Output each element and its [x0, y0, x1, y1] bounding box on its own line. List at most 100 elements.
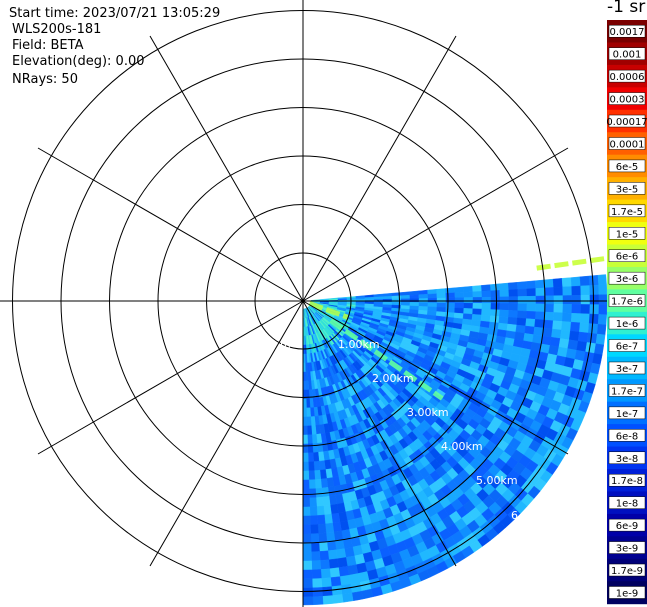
data-cell [310, 524, 319, 535]
data-cell [454, 297, 465, 304]
data-cell [302, 542, 312, 553]
azimuth-spoke [302, 300, 569, 455]
data-cell [552, 278, 563, 288]
data-cell [332, 594, 344, 604]
data-cell [561, 321, 572, 332]
data-cell [373, 296, 384, 300]
colorbar-label-box [608, 204, 646, 218]
data-cell [436, 293, 447, 299]
colorbar-label: 0.0001 [610, 139, 645, 150]
data-cell [312, 451, 320, 462]
data-cell [311, 551, 321, 562]
data-cell [305, 380, 310, 391]
colorbar-label-box [608, 451, 646, 465]
data-cell [302, 398, 307, 409]
data-cell [315, 487, 323, 498]
data-cell [535, 287, 546, 297]
data-cell [580, 304, 591, 315]
colorbar-label-box [608, 69, 646, 83]
data-cell [310, 533, 320, 544]
data-cell [327, 549, 338, 560]
start-time-label: Start time: 2023/07/21 13:05:29 [9, 6, 221, 21]
colorbar-label-box [608, 563, 646, 577]
data-cell [553, 295, 564, 305]
data-cell [309, 515, 319, 526]
data-cell [324, 513, 333, 525]
data-cell [418, 289, 429, 295]
field-label: Field: BETA [12, 38, 84, 53]
data-cell [577, 331, 589, 343]
data-cell [562, 295, 573, 305]
data-cell [463, 302, 474, 309]
data-cell [561, 312, 572, 323]
data-cell [311, 578, 323, 589]
data-cell [302, 497, 311, 508]
data-cell [382, 295, 393, 300]
range-label: 6 [511, 509, 518, 522]
data-cell [472, 302, 483, 310]
colorbar: 0.0017 0.001 0.0006 0.0003 0.00017 0.0001 6e-5… [606, 20, 647, 605]
data-cell [311, 434, 318, 444]
data-cell [345, 555, 357, 567]
data-cell [499, 289, 510, 298]
data-cell [302, 461, 309, 472]
data-cell [533, 326, 544, 337]
data-cell [302, 524, 311, 535]
data-cell [306, 416, 312, 427]
data-cell [302, 425, 308, 436]
data-cell [570, 276, 581, 287]
colorbar-label-box [608, 429, 646, 442]
data-cell [418, 298, 429, 303]
data-cell [318, 532, 328, 543]
colorbar-label-box [608, 541, 646, 554]
colorbar-label: 1.7e-6 [611, 297, 643, 308]
data-cell [321, 586, 333, 597]
data-cell [489, 315, 500, 324]
data-cell [302, 470, 310, 481]
data-cell [454, 292, 465, 299]
data-cell [562, 286, 573, 296]
range-label: m [280, 338, 291, 351]
data-cell [302, 533, 312, 544]
colorbar-label-box [608, 339, 646, 352]
data-cell [445, 307, 456, 314]
data-cell [543, 278, 554, 289]
data-cell [463, 297, 474, 304]
data-cell [313, 460, 321, 471]
data-cell [344, 546, 355, 558]
data-cell [499, 303, 510, 311]
data-cell [481, 284, 491, 292]
data-cell [318, 541, 329, 552]
data-cell [306, 407, 311, 418]
data-cell [310, 542, 320, 553]
data-cell [481, 308, 492, 317]
data-cell [316, 514, 326, 525]
data-cell [334, 539, 345, 551]
data-cell [525, 318, 536, 328]
data-cell [302, 596, 314, 606]
data-cell [472, 291, 483, 298]
data-cell [542, 327, 553, 338]
azimuth-spoke [149, 300, 304, 567]
data-cell [302, 434, 308, 445]
data-cell [576, 340, 588, 353]
data-cell [409, 294, 420, 300]
scan-sector-data [302, 274, 608, 606]
data-cell [302, 506, 311, 517]
data-cell [588, 274, 599, 286]
data-cell [571, 304, 582, 314]
data-cell [312, 596, 324, 606]
data-cell [418, 302, 429, 307]
data-cell [309, 506, 318, 517]
data-cell [508, 296, 519, 304]
colorbar-label: 3e-9 [616, 544, 639, 555]
data-cell [302, 551, 312, 562]
data-cell [516, 281, 527, 290]
colorbar-label-box [608, 182, 646, 195]
data-cell [316, 505, 325, 516]
data-cell [323, 504, 332, 516]
data-cell [454, 286, 465, 294]
data-cell [553, 286, 564, 296]
data-cell [526, 303, 537, 312]
data-cell [534, 319, 545, 329]
